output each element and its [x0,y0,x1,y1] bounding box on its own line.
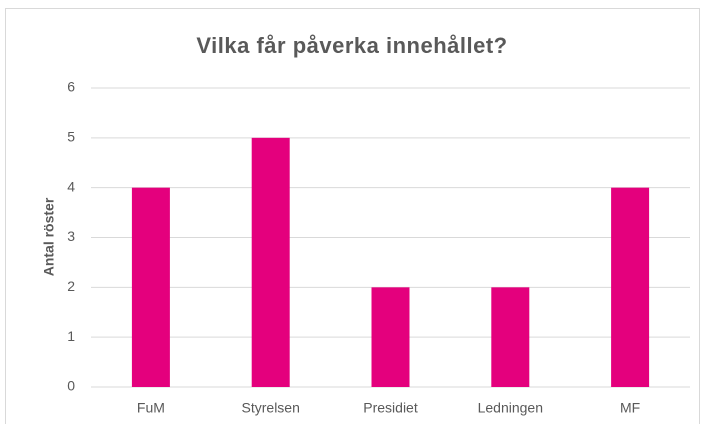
y-tick-label: 5 [67,129,75,145]
y-tick-label: 0 [67,378,75,394]
x-tick-label: FuM [137,400,165,416]
bar [251,137,290,387]
y-tick-label: 3 [67,228,75,244]
y-tick-label: 1 [67,328,75,344]
chart-border [5,8,700,424]
x-tick-label: Styrelsen [242,400,300,416]
bar [611,187,650,387]
bar [491,287,530,387]
y-tick-label: 4 [67,178,75,194]
chart-title: Vilka får påverka innehållet? [196,33,507,58]
bar [371,287,410,387]
bar [131,187,170,387]
y-tick-label: 6 [67,79,75,95]
x-tick-label: MF [620,400,640,416]
y-tick-label: 2 [67,278,75,294]
x-tick-label: Ledningen [478,400,543,416]
x-tick-label: Presidiet [363,400,418,416]
y-axis-label: Antal röster [41,197,57,276]
